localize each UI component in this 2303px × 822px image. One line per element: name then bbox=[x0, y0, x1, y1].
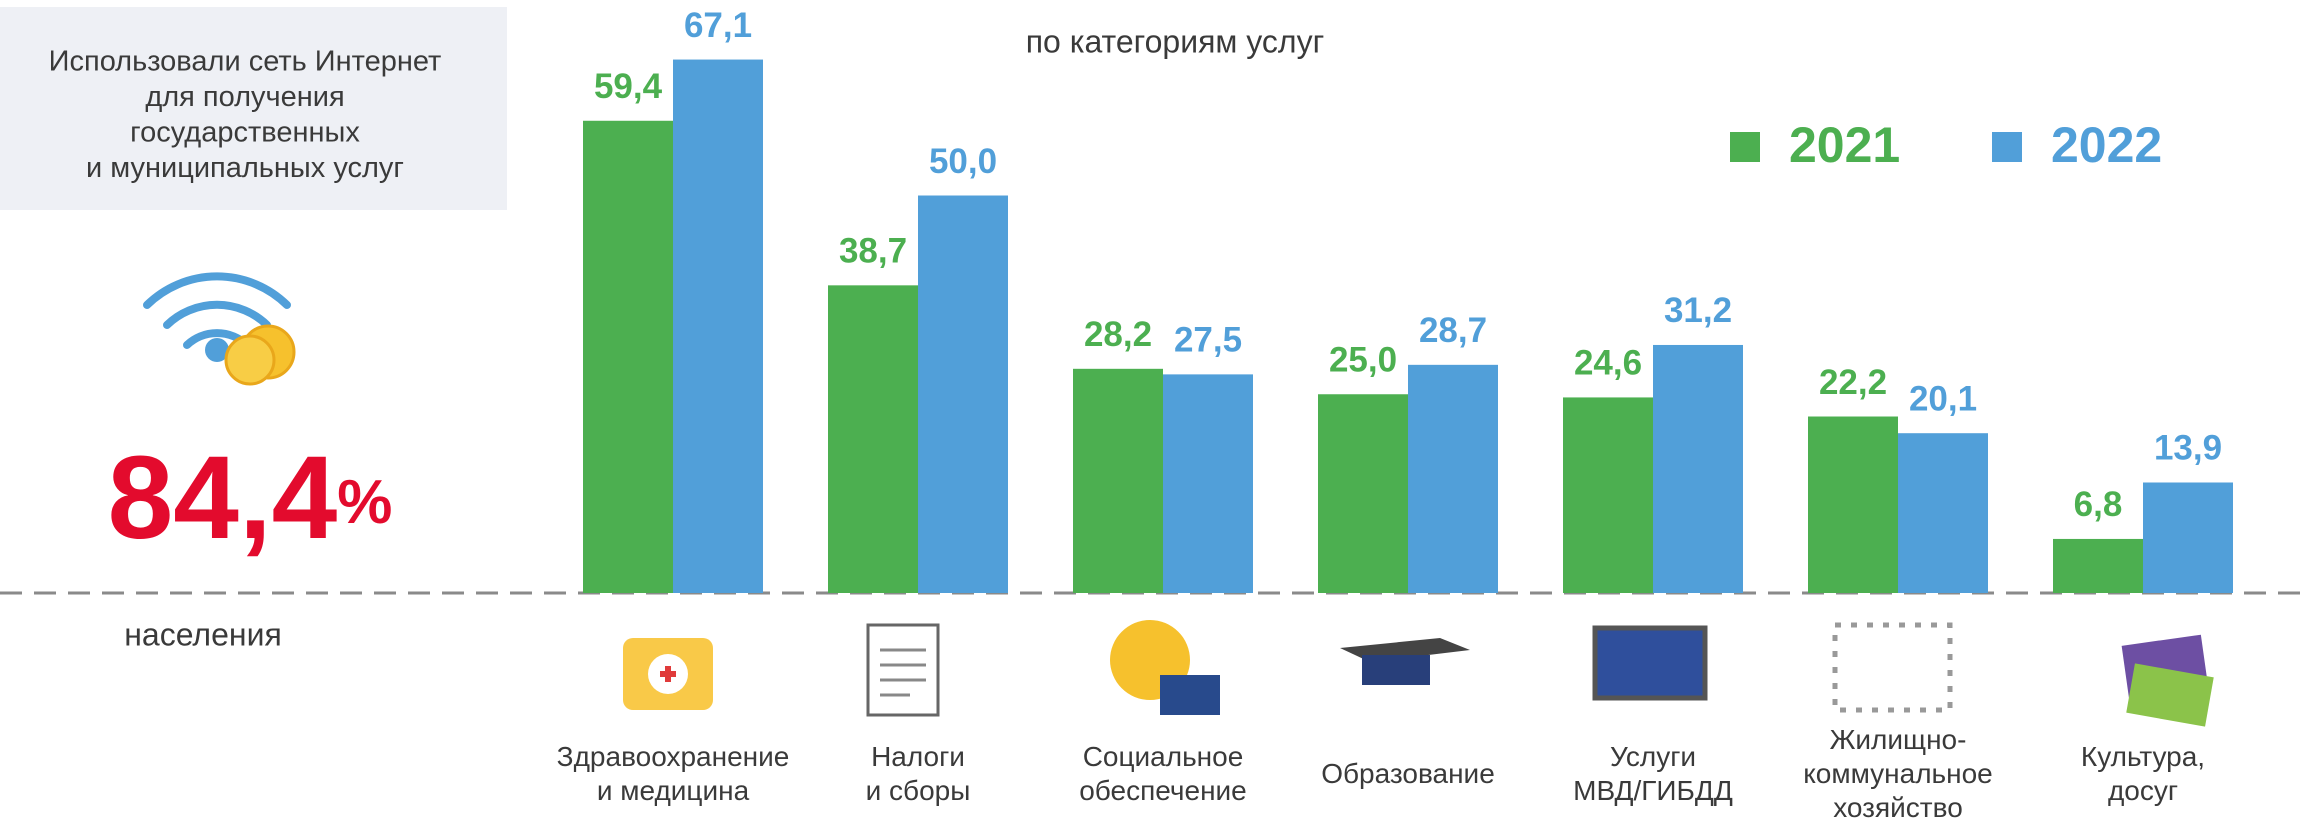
bar bbox=[918, 195, 1008, 593]
headline: 84,4% bbox=[108, 432, 393, 564]
bar bbox=[1653, 344, 1743, 593]
icon bbox=[1832, 622, 1953, 713]
legend-label: 2022 bbox=[2051, 117, 2162, 173]
value-label: 38,7 bbox=[839, 232, 907, 271]
bar bbox=[1163, 374, 1253, 593]
icon bbox=[866, 623, 940, 717]
value-label: 25,0 bbox=[1329, 341, 1397, 380]
panel-text: для получения bbox=[145, 81, 344, 113]
value-label: 13,9 bbox=[2154, 429, 2222, 468]
category-label: Образование bbox=[1321, 758, 1495, 789]
legend-label: 2021 bbox=[1789, 117, 1900, 173]
bar bbox=[1808, 416, 1898, 593]
bar bbox=[1073, 368, 1163, 593]
value-label: 27,5 bbox=[1174, 321, 1242, 360]
icon bbox=[1592, 625, 1708, 701]
value-label: 22,2 bbox=[1819, 363, 1887, 402]
panel-box bbox=[0, 7, 507, 210]
wifi-icon bbox=[143, 272, 296, 386]
value-label: 24,6 bbox=[1574, 344, 1642, 383]
bar bbox=[1408, 364, 1498, 593]
value-label: 59,4 bbox=[594, 67, 663, 106]
value-label: 20,1 bbox=[1909, 379, 1977, 418]
bar bbox=[2053, 538, 2143, 593]
chart-title: по категориям услуг bbox=[1026, 23, 1325, 59]
value-label: 31,2 bbox=[1664, 291, 1732, 330]
category-icons bbox=[623, 620, 2214, 727]
bar bbox=[1898, 433, 1988, 593]
headline-number: 84,4 bbox=[108, 432, 338, 564]
category-label: Здравоохранение и медицина bbox=[557, 741, 790, 806]
category-label: Услуги МВД/ГИБДД bbox=[1573, 741, 1733, 806]
bar bbox=[1563, 397, 1653, 593]
bar bbox=[583, 120, 673, 594]
category-label: Социальное обеспечение bbox=[1079, 741, 1247, 806]
bar bbox=[1318, 394, 1408, 593]
bar bbox=[2143, 482, 2233, 593]
value-label: 67,1 bbox=[684, 6, 752, 45]
value-label: 28,2 bbox=[1084, 315, 1152, 354]
category-label: Жилищно-коммунальное хозяйство bbox=[1803, 724, 1993, 822]
headline-unit: % bbox=[337, 468, 392, 537]
panel-text: Использовали сеть Интернет bbox=[49, 46, 442, 78]
category-label: Культура, досуг bbox=[2081, 741, 2205, 806]
value-label: 50,0 bbox=[929, 142, 997, 181]
legend-swatch bbox=[1992, 132, 2022, 162]
category-label: Налоги и сборы bbox=[866, 741, 971, 806]
bar bbox=[673, 59, 763, 594]
panel-text: и муниципальных услуг bbox=[86, 152, 404, 184]
panel-text: государственных bbox=[130, 117, 360, 149]
value-label: 28,7 bbox=[1419, 311, 1487, 350]
bar bbox=[828, 285, 918, 593]
value-label: 6,8 bbox=[2074, 485, 2123, 524]
legend-swatch bbox=[1730, 132, 1760, 162]
footer-text: населения bbox=[124, 616, 282, 652]
